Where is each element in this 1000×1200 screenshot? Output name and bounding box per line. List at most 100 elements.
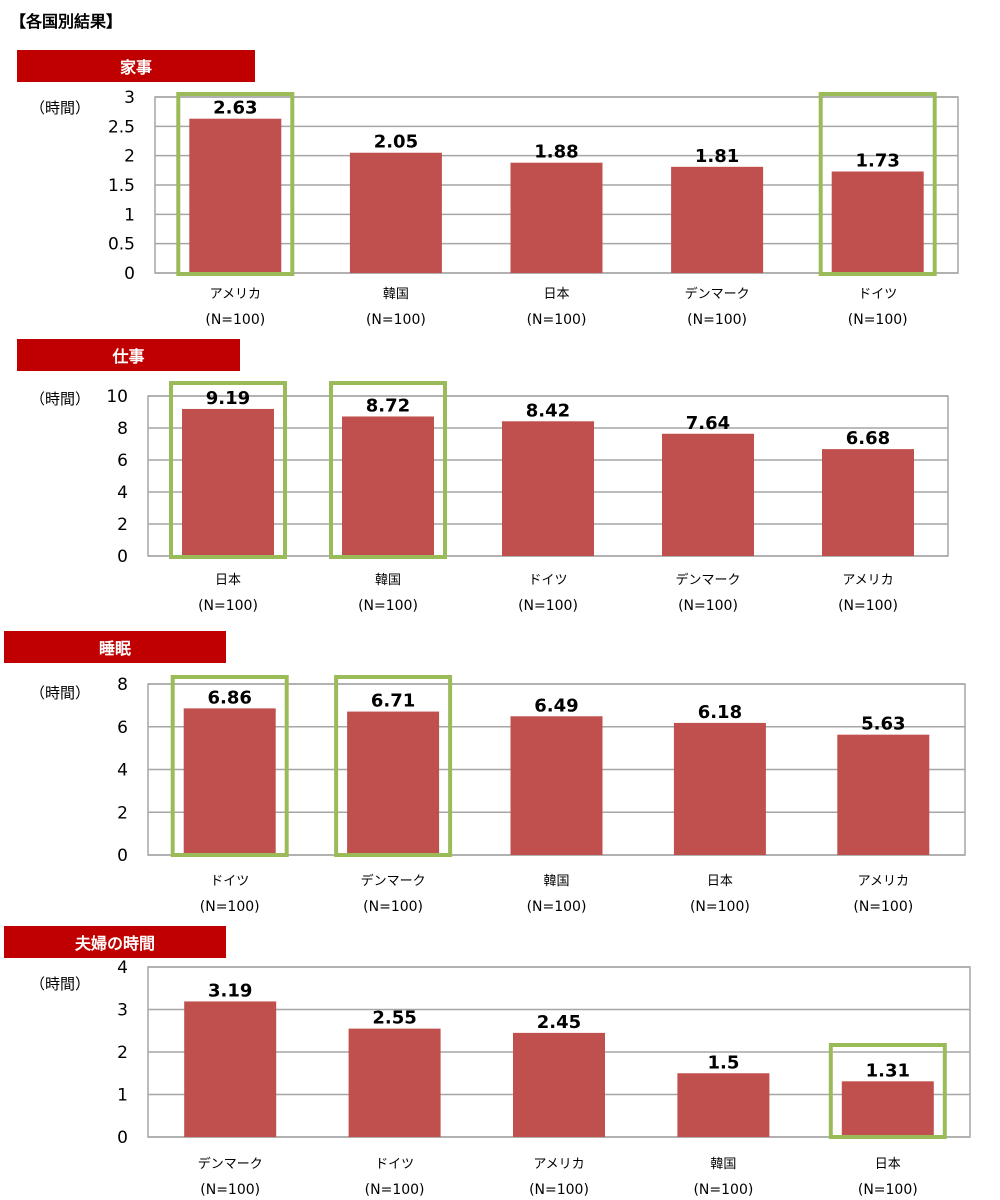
sample-size-label: (N=100): [693, 1182, 753, 1198]
sample-size-label: (N=100): [529, 1182, 589, 1198]
y-tick-label: 0: [124, 264, 135, 284]
bar-chart: 0 1 2 3 4 3.19 デンマーク (N=100) 2.55 ドイツ (N=100) 2.45 ア…: [117, 958, 971, 1198]
bar: [347, 711, 440, 855]
data-label: 6.71: [371, 691, 415, 712]
y-tick-label: 0: [117, 547, 128, 567]
x-category-label: デンマーク: [685, 286, 750, 302]
sample-size-label: (N=100): [690, 899, 750, 915]
y-axis-unit-label: （時間）: [30, 975, 91, 993]
bar: [677, 1073, 770, 1137]
bar: [841, 1081, 934, 1137]
sample-size-label: (N=100): [527, 312, 587, 328]
y-tick-label: 1.5: [108, 176, 135, 196]
data-label: 2.55: [372, 1008, 416, 1029]
bar: [349, 152, 442, 273]
highlight-box: [169, 381, 287, 559]
sample-size-label: (N=100): [853, 899, 913, 915]
y-axis-unit-label: （時間）: [30, 390, 91, 408]
x-category-label: 日本: [875, 1157, 901, 1172]
data-label: 3.19: [208, 980, 252, 1001]
bar: [183, 708, 276, 855]
sample-size-label: (N=100): [518, 598, 578, 614]
data-label: 2.05: [374, 132, 418, 153]
chart-banner: 家事: [17, 50, 255, 82]
bar: [673, 722, 766, 855]
chart-banner: 睡眠: [4, 631, 226, 663]
chart-section-couple-time: 夫婦の時間 （時間） 0 1 2 3 4 3.19 デンマーク (N=100) 2.55 ドイツ (…: [0, 926, 1000, 1200]
page-title: 【各国別結果】: [10, 12, 123, 31]
x-category-label: アメリカ: [842, 573, 893, 588]
bar: [831, 171, 924, 273]
y-axis-unit-label: （時間）: [30, 99, 91, 117]
data-label: 1.5: [707, 1052, 739, 1073]
highlight-box: [828, 1043, 947, 1139]
y-tick-label: 6: [117, 718, 128, 738]
y-tick-label: 1: [117, 1086, 128, 1106]
sample-size-label: (N=100): [678, 598, 738, 614]
x-category-label: デンマーク: [361, 873, 426, 889]
x-category-label: アメリカ: [858, 874, 909, 889]
chart-banner: 夫婦の時間: [4, 926, 226, 958]
x-category-label: 日本: [215, 573, 241, 588]
sample-size-label: (N=100): [363, 899, 423, 915]
y-tick-label: 4: [117, 761, 128, 781]
data-label: 8.72: [366, 395, 410, 416]
y-tick-label: 8: [117, 675, 128, 695]
y-tick-label: 4: [117, 483, 128, 503]
y-tick-label: 2: [117, 1043, 128, 1063]
x-category-label: ドイツ: [528, 573, 567, 588]
chart-banner: 仕事: [17, 339, 240, 371]
bar: [348, 1028, 441, 1137]
bar: [513, 1032, 605, 1137]
sample-size-label: (N=100): [205, 312, 265, 328]
x-category-label: アメリカ: [533, 1157, 584, 1172]
bar-chart: 0 0.5 1 1.5 2 2.5 3 2.63 アメリカ (N=100) 2.05 韓国 (N=100…: [108, 88, 959, 328]
y-tick-label: 8: [117, 419, 128, 439]
x-category-label: ドイツ: [858, 287, 897, 302]
data-label: 9.19: [206, 388, 250, 409]
bar: [182, 408, 274, 556]
bar-chart: 0 2 4 6 8 10 9.19 日本 (N=100) 8.72 韓国 (N=100) 8.42 ドイツ…: [106, 381, 949, 614]
highlight-box: [176, 92, 295, 276]
data-label: 2.45: [537, 1012, 581, 1033]
bar: [837, 734, 930, 855]
data-label: 6.18: [698, 702, 742, 723]
sample-size-label: (N=100): [200, 1182, 260, 1198]
bar: [662, 433, 754, 556]
sample-size-label: (N=100): [838, 598, 898, 614]
bar: [822, 449, 914, 556]
bar: [502, 421, 594, 556]
y-tick-label: 0: [117, 846, 128, 866]
bar-chart: 0 2 4 6 8 6.86 ドイツ (N=100) 6.71 デンマーク (N=100) 6.49 韓…: [117, 675, 966, 915]
x-category-label: ドイツ: [210, 874, 249, 889]
chart-section-work: 仕事 （時間） 0 2 4 6 8 10 9.19 日本 (N=100) 8.72 韓国 (N=100…: [0, 339, 1000, 624]
highlight-box: [334, 675, 453, 857]
y-tick-label: 6: [117, 451, 128, 471]
y-tick-label: 2: [117, 515, 128, 535]
data-label: 1.73: [855, 151, 899, 172]
highlight-box: [329, 381, 447, 559]
bar: [510, 716, 603, 855]
data-label: 1.31: [866, 1060, 910, 1081]
data-label: 5.63: [861, 714, 905, 735]
y-tick-label: 2: [124, 147, 135, 167]
sample-size-label: (N=100): [858, 1182, 918, 1198]
x-category-label: 韓国: [375, 573, 401, 588]
bar: [671, 166, 764, 273]
sample-size-label: (N=100): [687, 312, 747, 328]
x-category-label: 日本: [707, 874, 733, 889]
sample-size-label: (N=100): [527, 899, 587, 915]
highlight-box: [818, 92, 937, 276]
x-category-label: 韓国: [710, 1157, 736, 1172]
y-tick-label: 0.5: [108, 235, 135, 255]
data-label: 2.63: [213, 98, 257, 119]
data-label: 1.88: [534, 142, 578, 163]
x-category-label: 韓国: [383, 287, 409, 302]
sample-size-label: (N=100): [366, 312, 426, 328]
x-category-label: デンマーク: [198, 1156, 263, 1172]
y-axis-unit-label: （時間）: [30, 684, 91, 702]
bar: [510, 162, 603, 273]
data-label: 6.49: [534, 695, 578, 716]
x-category-label: デンマーク: [675, 572, 740, 588]
x-category-label: 韓国: [543, 874, 569, 889]
